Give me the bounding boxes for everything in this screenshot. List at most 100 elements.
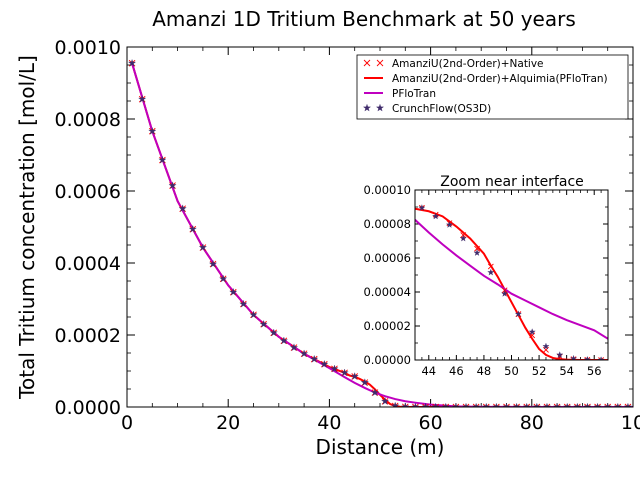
plot-area — [126, 46, 634, 408]
star-point — [188, 224, 197, 233]
star-point — [542, 342, 550, 350]
x-point — [513, 403, 520, 407]
star-point — [421, 402, 430, 407]
y-tick-label: 0.00010 — [363, 183, 411, 197]
x-point — [594, 403, 601, 407]
star-point — [512, 402, 521, 407]
star-point — [128, 58, 137, 67]
legend-star-icon — [375, 103, 385, 112]
x-tick-label: 0 — [121, 412, 133, 434]
x-point — [553, 403, 561, 407]
star-point — [320, 359, 329, 368]
star-point — [583, 355, 591, 360]
star-point — [542, 402, 551, 407]
x-point — [442, 403, 450, 407]
star-point — [138, 94, 147, 103]
star-point — [198, 243, 207, 251]
star-point — [168, 181, 177, 189]
y-tick-label: 0.00004 — [363, 285, 411, 299]
star-point — [473, 249, 481, 256]
star-point — [411, 402, 420, 407]
x-tick-label: 44 — [421, 364, 436, 378]
legend-star-icon — [362, 103, 372, 112]
star-point — [522, 402, 531, 407]
main-ticks: 0 20 40 60 80 10 0.0000 0.0002 0.0004 0.0006 0.000… — [55, 37, 640, 434]
star-point — [300, 349, 309, 358]
x-tick-label: 56 — [587, 364, 602, 378]
legend-label: CrunchFlow(OS3D) — [392, 103, 491, 115]
star-point — [514, 310, 522, 318]
star-point — [289, 343, 298, 351]
star-point — [583, 402, 592, 407]
y-tick-label: 0.0004 — [55, 253, 121, 275]
star-point — [418, 204, 426, 211]
legend-label: AmanziU(2nd-Order)+Native — [392, 58, 544, 70]
x-tick-label: 80 — [520, 412, 544, 434]
star-point — [370, 388, 379, 396]
legend-x-icon — [363, 59, 371, 67]
inset-title: Zoom near interface — [440, 174, 584, 190]
y-tick-label: 0.0002 — [55, 325, 121, 347]
star-point — [249, 310, 258, 319]
star-point — [603, 402, 612, 407]
star-point — [432, 212, 440, 220]
x-point — [624, 403, 632, 407]
x-point — [432, 403, 439, 407]
x-tick-label: 54 — [559, 364, 574, 378]
legend-box — [356, 54, 629, 120]
star-point — [623, 402, 632, 407]
x-point — [598, 357, 605, 360]
legend-label: AmanziU(2nd-Order)+Alquimia(PFloTran) — [392, 73, 608, 85]
x-point — [563, 403, 571, 407]
x-point — [474, 245, 480, 252]
star-point — [178, 204, 187, 213]
y-tick-label: 0.0006 — [55, 181, 121, 203]
star-point — [487, 268, 495, 276]
star-point — [445, 221, 453, 228]
legend: AmanziU(2nd-Order)+Native AmanziU(2nd-Ord… — [356, 54, 629, 120]
x-point — [584, 403, 591, 407]
x-tick-label: 48 — [477, 364, 492, 378]
inset-ticks: 44 46 48 50 52 54 56 0.00000 0.00002 0.00004 0.000… — [363, 183, 608, 378]
star-point — [330, 364, 339, 373]
y-tick-label: 0.0008 — [55, 109, 121, 131]
star-point — [360, 378, 369, 386]
x-point — [487, 263, 494, 270]
x-axis-label: Distance (m) — [316, 435, 445, 459]
inset-series — [415, 204, 608, 360]
main-series — [128, 58, 633, 407]
y-tick-label: 0.00008 — [363, 217, 411, 231]
x-tick-label: 10 — [621, 412, 640, 434]
star-point — [158, 155, 167, 164]
star-point — [528, 328, 536, 335]
star-point — [441, 402, 450, 407]
x-tick-label: 52 — [532, 364, 547, 378]
star-point — [259, 319, 268, 328]
star-point — [239, 299, 248, 308]
x-tick-label: 40 — [317, 412, 341, 434]
legend-entry: AmanziU(2nd-Order)+Alquimia(PFloTran) — [364, 73, 608, 85]
star-point — [269, 328, 278, 337]
chart-title: Amanzi 1D Tritium Benchmark at 50 years — [152, 7, 576, 31]
star-point — [553, 402, 562, 407]
x-point — [533, 403, 541, 407]
x-point — [614, 403, 622, 407]
x-point — [574, 403, 581, 407]
star-point — [462, 402, 471, 407]
star-point — [472, 402, 481, 407]
star-point — [482, 402, 491, 407]
star-point — [340, 368, 349, 377]
x-tick-label: 60 — [419, 412, 443, 434]
star-point — [532, 402, 541, 407]
x-tick-label: 46 — [449, 364, 464, 378]
x-point — [412, 403, 419, 407]
y-axis-label: Total Tritium concentration [mol/L] — [15, 55, 39, 400]
x-point — [503, 403, 510, 407]
star-point — [502, 402, 511, 407]
main-chart: Amanzi 1D Tritium Benchmark at 50 years … — [15, 7, 640, 459]
legend-entry: CrunchFlow(OS3D) — [362, 103, 491, 115]
inset-chart: Zoom near interface 44 46 48 50 52 54 56 0.0000… — [363, 174, 609, 378]
x-point — [462, 403, 470, 407]
star-point — [501, 289, 509, 297]
x-point — [422, 403, 429, 407]
